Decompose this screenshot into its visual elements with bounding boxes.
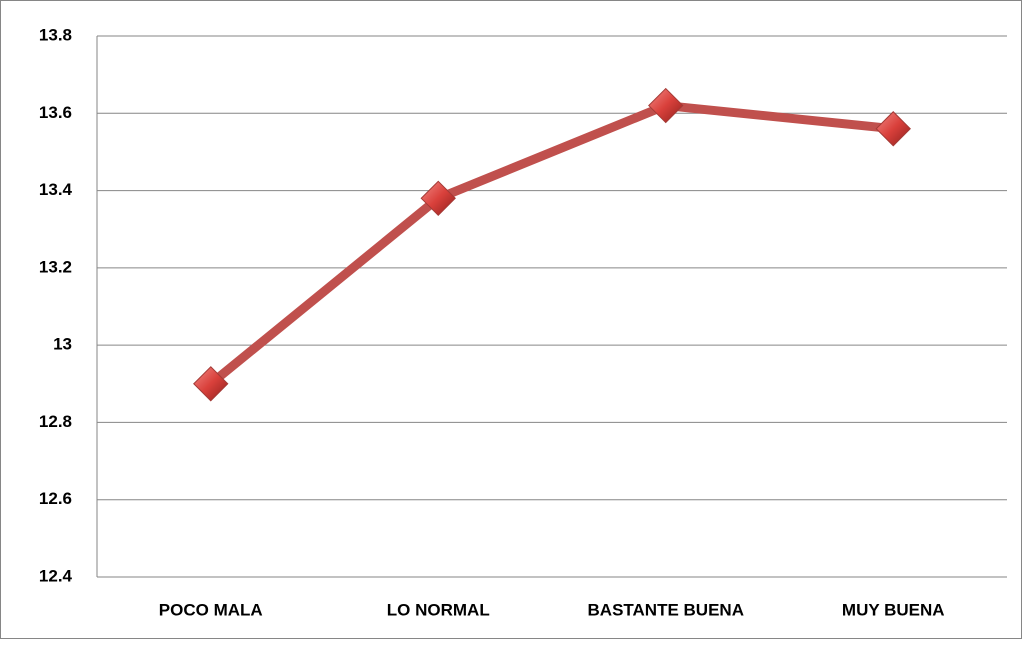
y-tick-label: 13 xyxy=(53,335,72,354)
y-tick-label: 13.4 xyxy=(39,180,73,199)
x-tick-label: BASTANTE BUENA xyxy=(588,600,744,619)
y-tick-label: 13.2 xyxy=(39,257,72,276)
marker xyxy=(420,180,456,217)
x-tick-label: LO NORMAL xyxy=(387,600,490,619)
y-tick-label: 12.4 xyxy=(39,566,73,585)
x-tick-label: POCO MALA xyxy=(159,600,263,619)
y-tick-label: 13.6 xyxy=(39,103,72,122)
y-tick-label: 13.8 xyxy=(39,25,72,44)
y-tick-label: 12.8 xyxy=(39,412,72,431)
marker xyxy=(648,87,684,124)
x-tick-label: MUY BUENA xyxy=(842,600,945,619)
y-tick-label: 12.6 xyxy=(39,489,72,508)
marker xyxy=(193,366,229,402)
series-line xyxy=(207,101,894,388)
marker xyxy=(875,111,911,147)
